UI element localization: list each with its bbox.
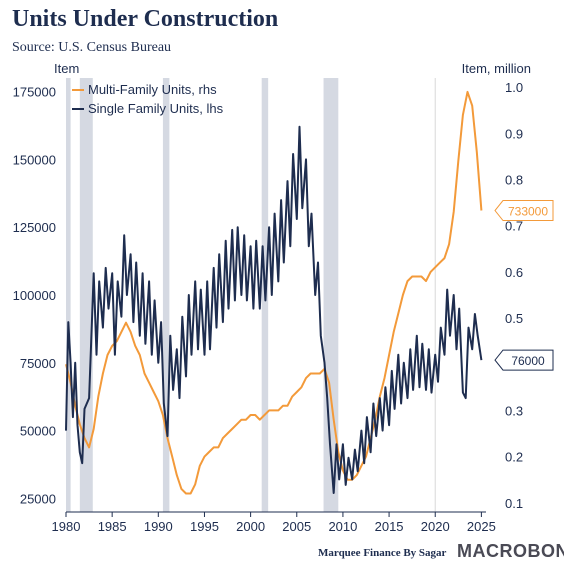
recession-band — [79, 78, 93, 512]
y-tick-label-right: 0.3 — [505, 403, 523, 418]
y-tick-label-right: 0.1 — [505, 496, 523, 511]
x-tick-label: 2000 — [236, 519, 265, 534]
x-tick-label: 2020 — [421, 519, 450, 534]
macrobond-logo: MACROBOND — [457, 541, 564, 561]
y-tick-label-right: 0.5 — [505, 311, 523, 326]
x-tick-label: 1980 — [52, 519, 81, 534]
y-tick-label-left: 125000 — [13, 220, 56, 235]
series-line-multi-family — [65, 90, 483, 495]
y-tick-label-right: 0.8 — [505, 173, 523, 188]
y-tick-label-left: 75000 — [20, 356, 56, 371]
x-tick-label: 2025 — [467, 519, 496, 534]
end-label-box — [494, 200, 554, 222]
end-label-box — [494, 349, 554, 371]
x-tick-label: 2005 — [282, 519, 311, 534]
series-line-single-family — [65, 125, 483, 494]
legend: Multi-Family Units, rhs Single Family Uni… — [72, 82, 224, 116]
y-tick-label-left: 100000 — [13, 288, 56, 303]
y-tick-label-left: 50000 — [20, 424, 56, 439]
y-tick-label-right: 0.7 — [505, 219, 523, 234]
y-tick-label-left: 175000 — [13, 85, 56, 100]
y-tick-label-right: 0.6 — [505, 265, 523, 280]
footer-credit: Marquee Finance By Sagar — [318, 547, 447, 559]
y-tick-label-left: 150000 — [13, 152, 56, 167]
y-tick-label-right: 1.0 — [505, 80, 523, 95]
y-tick-label-right: 0.2 — [505, 450, 523, 465]
x-tick-label: 1985 — [98, 519, 127, 534]
legend-item-label: Single Family Units, lhs — [88, 101, 224, 116]
x-tick-label: 2015 — [375, 519, 404, 534]
recession-band — [162, 78, 170, 512]
end-value-label: 76000 — [511, 354, 545, 368]
y-axis-label-left: Item — [54, 61, 79, 76]
chart-subtitle: Source: U.S. Census Bureau — [12, 40, 172, 55]
x-tick-label: 1990 — [144, 519, 173, 534]
x-tick-label: 1995 — [190, 519, 219, 534]
recession-band — [66, 78, 71, 512]
chart-title: Units Under Construction — [12, 6, 279, 32]
y-tick-label-right: 0.9 — [505, 126, 523, 141]
y-tick-label-left: 25000 — [20, 491, 56, 506]
series-lines — [65, 90, 483, 495]
end-value-label: 733000 — [508, 205, 548, 219]
x-tick-label: 2010 — [328, 519, 357, 534]
legend-item-label: Multi-Family Units, rhs — [88, 82, 217, 97]
y-axis-label-right: Item, million — [462, 61, 531, 76]
end-labels: 733000 76000 — [494, 200, 554, 371]
axes: Item Item, million 1980 1985 1990 1995 2000 2… — [13, 61, 531, 534]
